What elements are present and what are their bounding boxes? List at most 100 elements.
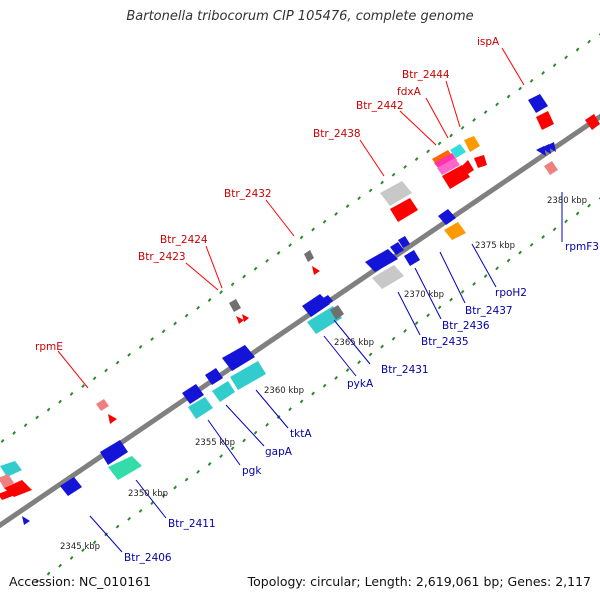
track-dot	[391, 336, 396, 341]
track-dot	[58, 563, 62, 568]
track-dot	[322, 383, 327, 388]
track-dot	[437, 305, 442, 310]
track-dot	[69, 391, 74, 396]
feature-btr2435	[365, 236, 420, 289]
track-dot	[288, 243, 292, 248]
track-dot	[472, 281, 476, 286]
track-dot	[161, 329, 166, 334]
track-dot	[173, 485, 177, 490]
track-dot	[495, 102, 499, 107]
track-dot	[219, 290, 223, 295]
track-dot	[230, 282, 235, 287]
track-dot	[81, 384, 85, 389]
gene-label-btr2442: Btr_2442	[356, 100, 404, 112]
feature-ispA	[528, 94, 554, 130]
tick-label-2370: 2370 kbp	[404, 290, 444, 300]
track-dot	[380, 344, 384, 349]
track-dot	[207, 298, 212, 302]
track-dot	[253, 266, 258, 271]
feature-right-edge	[585, 114, 600, 130]
gene-label-rpmF3: rpmF3	[565, 241, 599, 253]
track-dot	[35, 579, 39, 584]
track-dot	[403, 164, 407, 169]
feature-pgk	[182, 384, 213, 419]
track-dot	[81, 548, 85, 553]
feature-fdxA-cluster	[432, 136, 487, 189]
track-dot	[529, 78, 534, 83]
track-dot	[184, 477, 189, 482]
track-dot	[518, 86, 522, 91]
track-dot	[173, 321, 177, 326]
track-dot	[460, 289, 465, 294]
track-dot	[322, 219, 327, 224]
track-dot	[23, 423, 28, 428]
track-dot	[403, 328, 407, 333]
track-dot	[230, 446, 235, 451]
track-dot	[150, 501, 154, 506]
feature-gapA	[205, 368, 235, 402]
track-dot	[345, 368, 350, 373]
track-dot	[564, 219, 568, 224]
gene-label-btr2437: Btr_2437	[465, 305, 513, 317]
track-dot	[115, 524, 120, 529]
track-dot	[46, 407, 51, 412]
tick-label-2360: 2360 kbp	[264, 386, 304, 396]
track-dot	[357, 360, 361, 365]
kbp-ticks: 2345 kbp 2350 kbp 2355 kbp 2360 kbp 2365…	[60, 196, 587, 552]
gene-label-fdxA: fdxA	[397, 86, 422, 98]
track-dot	[92, 540, 97, 545]
track-dot	[253, 430, 258, 435]
gene-label-gapA: gapA	[265, 446, 293, 458]
track-dot	[127, 352, 131, 357]
gene-label-tktA: tktA	[290, 428, 312, 440]
gene-label-btr2444: Btr_2444	[402, 69, 450, 81]
track-dot	[564, 55, 568, 60]
gene-label-btr2438: Btr_2438	[313, 128, 361, 140]
track-dot	[357, 196, 361, 201]
genome-backbone	[0, 113, 600, 529]
track-dot	[299, 399, 304, 404]
tick-label-2350: 2350 kbp	[128, 489, 168, 499]
track-dot	[449, 133, 453, 138]
gene-label-btr2406: Btr_2406	[124, 552, 172, 564]
track-dot	[150, 337, 154, 342]
track-dot	[483, 274, 488, 279]
track-dot	[138, 344, 143, 349]
gene-label-rpoH2: rpoH2	[495, 287, 527, 299]
track-dot	[552, 63, 557, 68]
track-dot	[311, 391, 315, 396]
track-dot	[12, 431, 16, 435]
track-dot	[541, 71, 545, 75]
feature-btr2406	[60, 477, 82, 496]
track-dot	[380, 180, 384, 185]
tick-label-2345: 2345 kbp	[60, 542, 100, 552]
track-dot	[184, 313, 189, 318]
track-dot	[58, 399, 62, 404]
track-dot	[368, 352, 373, 357]
tick-label-2380: 2380 kbp	[547, 196, 587, 206]
track-dot	[92, 376, 97, 381]
track-dot	[368, 188, 373, 193]
feature-btr2432	[304, 250, 320, 275]
track-dot	[161, 493, 166, 498]
track-dot	[46, 571, 51, 576]
feature-btr2411	[100, 440, 142, 480]
track-dot	[265, 258, 269, 263]
track-dot	[196, 469, 200, 474]
gene-label-btr2435: Btr_2435	[421, 336, 469, 348]
track-dot	[311, 227, 315, 232]
feature-btr2438	[380, 181, 418, 222]
gene-label-btr2436: Btr_2436	[442, 320, 490, 332]
track-dot	[575, 47, 580, 52]
track-dot	[276, 251, 281, 255]
track-dot	[472, 117, 476, 122]
map-title: Bartonella tribocorum CIP 105476, comple…	[126, 9, 474, 24]
track-dot	[460, 125, 465, 130]
gene-label-btr2432: Btr_2432	[224, 188, 272, 200]
track-dot	[506, 258, 511, 263]
track-dot	[69, 555, 74, 560]
track-dot	[288, 407, 292, 412]
gene-label-btr2411: Btr_2411	[168, 518, 216, 530]
track-dot	[587, 203, 591, 208]
